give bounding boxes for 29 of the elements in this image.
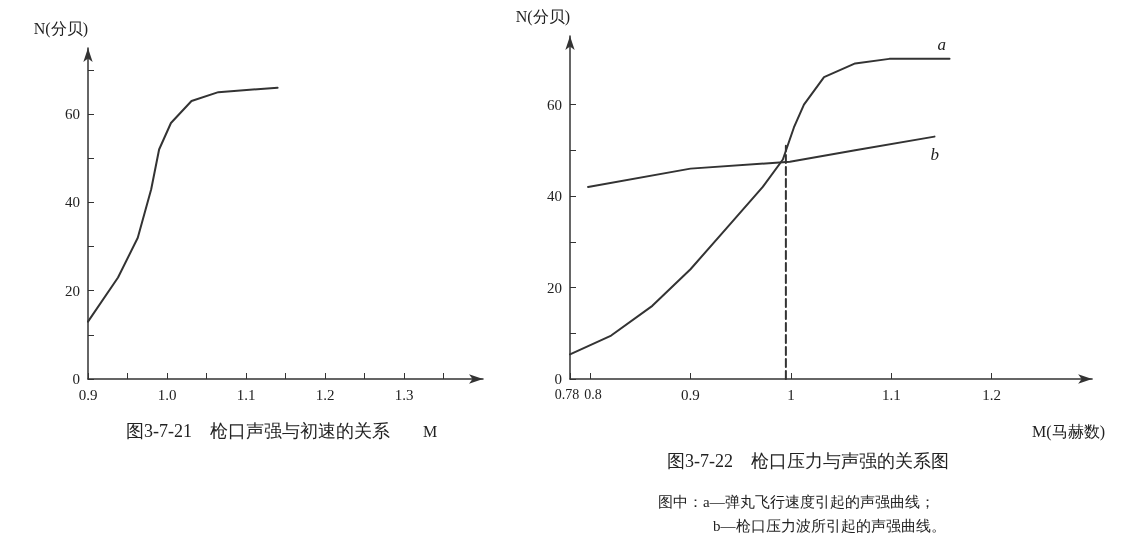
y-tick-label: 0 [554,371,562,387]
series-label: b [930,145,939,165]
y-axis-title: N(分贝) [515,7,570,26]
y-tick-label: 60 [547,96,562,113]
x-axis-title: M(马赫数) [1032,422,1106,441]
x-tick-label: 1.0 [157,386,177,403]
x-tick-label: 0.8 [584,386,602,402]
x-tick-label: 0.9 [78,386,98,403]
x-tick-label: 1 [787,386,795,403]
x-tick-label: 0.9 [681,386,700,403]
x-tick-label: 0.78 [554,386,580,402]
y-tick-label: 40 [547,188,562,205]
x-tick-label: 1.1 [881,386,901,403]
series-label: a [937,35,947,55]
x-axis-title: M [423,422,438,440]
x-tick-label: 1.2 [982,386,1002,403]
y-tick-label: 40 [65,194,80,211]
text: 图3-7-21 枪口声强与初速的关系 [126,421,390,441]
y-tick-label: 20 [65,282,80,299]
y-tick-label: 20 [547,279,562,296]
x-tick-label: 1.3 [394,386,414,403]
text: 图中：a—弹丸飞行速度引起的声强曲线； [658,493,935,510]
x-tick-label: 1.2 [315,386,335,403]
y-tick-label: 0 [72,371,80,387]
text: b—枪口压力波所引起的声强曲线。 [713,517,946,534]
y-tick-label: 60 [65,106,80,123]
text: 图3-7-22 枪口压力与声强的关系图 [667,451,949,471]
x-tick-label: 1.1 [236,386,256,403]
y-axis-title: N(分贝) [33,19,88,38]
